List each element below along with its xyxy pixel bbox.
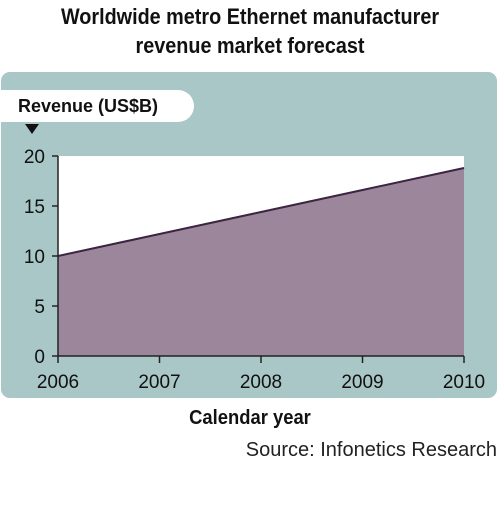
x-tick-label-2006: 2006 [37, 372, 79, 393]
revenue-line [57, 167, 465, 257]
y-tick-label-20: 20 [24, 147, 45, 168]
data-point-2007 [158, 233, 161, 236]
x-tick-label-2008: 2008 [240, 372, 282, 393]
y-axis-label: Revenue (US$B) [18, 96, 159, 116]
x-tick-label-2010: 2010 [443, 372, 485, 393]
y-axis-arrow-icon [25, 124, 39, 134]
y-tick-label-10: 10 [24, 247, 45, 268]
data-point-2010 [463, 167, 466, 170]
y-tick-label-15: 15 [24, 197, 45, 218]
source-note: Source: Infonetics Research [245, 439, 497, 461]
y-axis-label-box [1, 90, 194, 122]
chart-title: Worldwide metro Ethernet manufacturer re… [25, 2, 475, 60]
chart-title-line-1: Worldwide metro Ethernet manufacturer [60, 4, 440, 29]
revenue-area [58, 168, 464, 356]
chart-title-line-2: revenue market forecast [135, 33, 365, 58]
x-tick-label-2009: 2009 [341, 372, 383, 393]
data-point-2008 [260, 211, 263, 214]
y-tick-label-0: 0 [34, 347, 45, 368]
x-tick-label-2007: 2007 [138, 372, 180, 393]
x-axis-label: Calendar year [189, 407, 311, 429]
data-point-2009 [361, 189, 364, 192]
y-tick-label-5: 5 [34, 297, 45, 318]
